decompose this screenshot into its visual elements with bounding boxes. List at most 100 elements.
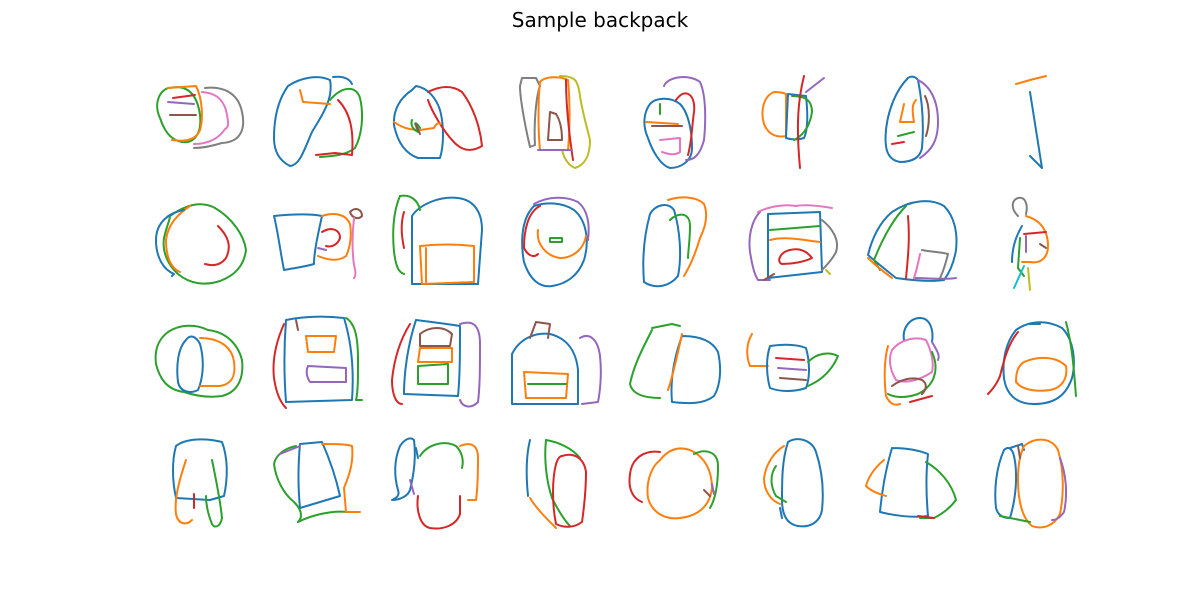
sketch-stroke [663,76,707,161]
sketch-stroke [273,213,323,271]
sketch-stroke [552,453,587,528]
sketch-stroke [559,75,591,169]
sketch-stroke [409,479,415,495]
sketch-stroke [305,365,347,383]
sketch-stroke [887,351,937,398]
sketch-stroke [883,345,901,406]
sketch-stroke [779,507,783,519]
backpack-sketch [761,75,825,169]
sketch-stroke [272,323,287,409]
sketch-stroke [317,213,352,261]
sketch-stroke [345,317,363,401]
sketch-stroke [757,204,833,213]
sketch-stroke [415,123,421,135]
sketch-stroke [545,439,581,459]
sketch-stroke [419,243,475,285]
sketch-stroke [879,447,929,518]
backpack-sketch [643,76,707,169]
backpack-sketch [867,200,958,282]
sketch-stroke [899,99,917,123]
sketch-stroke [1017,438,1064,529]
sketch-stroke [411,196,483,285]
sketch-stroke [1017,237,1025,277]
sketch-stroke [825,269,831,275]
sketch-stroke [1015,356,1068,392]
sketch-stroke [777,367,807,371]
sketch-stroke [204,225,230,267]
sketch-stroke [156,86,202,144]
sketch-stroke [167,85,203,142]
sketch-stroke [315,99,354,156]
sketch-stroke [317,247,327,251]
backpack-sketch [642,196,708,288]
sketch-stroke [1051,457,1068,521]
sketch-stroke [897,131,915,137]
sketch-stroke [781,438,824,528]
sketch-stroke [165,205,191,273]
backpack-sketch [1015,75,1047,169]
sketch-stroke [273,445,302,523]
sketch-stroke [403,319,461,397]
sketch-stroke [167,101,195,105]
sketch-stroke [321,228,341,248]
sketch-stroke [769,237,821,243]
sketch-stroke [659,137,681,156]
sketch-stroke [279,445,301,455]
sketch-stroke [391,437,416,501]
sketch-stroke [393,121,442,131]
sketch-stroke [400,211,405,249]
sketch-stroke [761,91,787,138]
sketch-stroke [537,76,571,151]
sketch-stroke [154,324,244,398]
backpack-sketch [272,315,363,409]
backpack-sketch [525,439,587,529]
sketch-stroke [1065,321,1077,397]
sketch-stroke [994,447,1018,519]
backpack-sketch [629,323,722,405]
sketch-stroke [642,204,682,288]
backpack-sketch [883,317,940,406]
sketch-stroke [349,208,363,220]
sketch-stroke [199,337,236,387]
sketch-stroke [273,76,332,167]
sketch-stroke [770,465,787,503]
backpack-sketch [519,75,591,169]
sketch-stroke [283,315,354,403]
sketch-stroke [305,335,337,353]
backpack-sketch [391,319,481,408]
sketch-stroke [999,515,1031,523]
sketch-stroke [1023,231,1047,235]
sketch-stroke [544,439,571,527]
sketch-stroke [791,95,813,141]
sketch-stroke [547,111,563,141]
sketch-stroke [155,209,185,277]
sketch-stroke [987,331,1019,395]
sketch-stroke [779,377,807,381]
sketch-stroke [1039,243,1047,249]
sketch-stroke [748,211,771,281]
sketch-stroke [913,253,921,279]
sketch-stroke [909,395,933,403]
sketch-stroke [519,77,541,148]
backpack-sketch [155,203,247,285]
sketch-stroke [299,89,331,105]
sketch-stroke [763,445,785,505]
sketch-stroke [1015,75,1047,85]
sketch-stroke [924,95,930,137]
backpack-sketch [156,85,245,149]
backpack-sketch [1011,196,1049,291]
sketch-stroke [1002,321,1075,405]
backpack-sketch [521,196,590,288]
sketch-stroke [417,363,449,385]
sketch-stroke [867,200,958,282]
sketch-stroke [767,211,823,279]
backpack-sketch [273,75,364,167]
sketch-stroke [884,75,924,163]
sketch-stroke [459,443,479,501]
sketch-stroke [391,323,411,405]
sketch-stroke [913,277,957,280]
sketch-stroke [693,450,719,509]
sketch-stroke [667,196,708,277]
sketch-stroke [746,333,769,367]
